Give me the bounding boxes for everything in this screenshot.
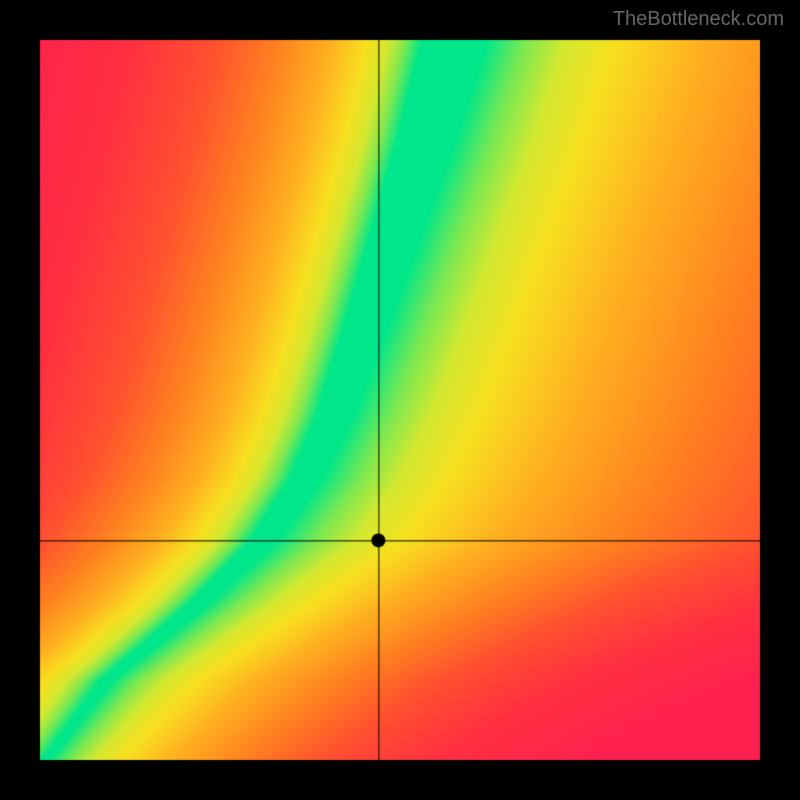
heatmap-canvas	[0, 0, 800, 800]
attribution-text: TheBottleneck.com	[613, 8, 784, 31]
chart-container: TheBottleneck.com	[0, 0, 800, 800]
